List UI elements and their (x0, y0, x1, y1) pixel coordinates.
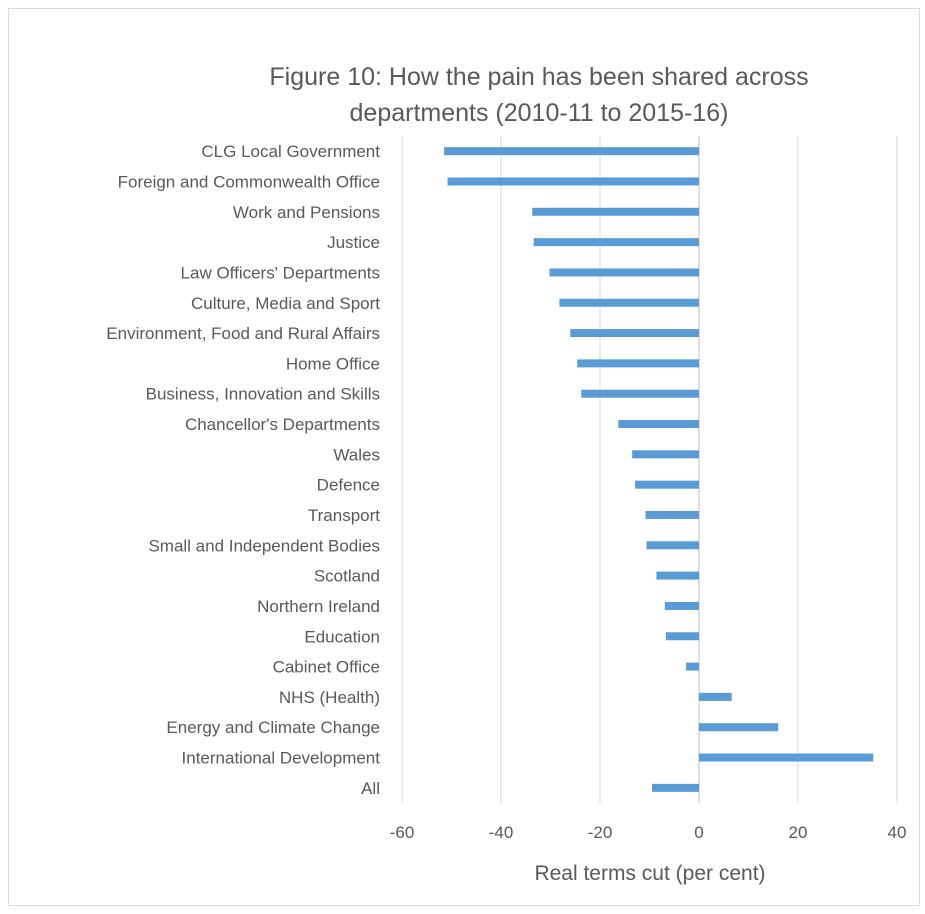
x-tick-label: 0 (694, 823, 703, 842)
category-label: Business, Innovation and Skills (146, 385, 380, 404)
bar-7 (577, 359, 699, 368)
category-label: Law Officers' Departments (181, 263, 380, 282)
category-label: NHS (Health) (279, 688, 380, 707)
category-label: Foreign and Commonwealth Office (118, 172, 380, 191)
bar-16 (665, 632, 699, 641)
category-label: Northern Ireland (257, 597, 380, 616)
category-label: Defence (317, 476, 380, 495)
category-label: Cabinet Office (273, 658, 380, 677)
bar-13 (646, 541, 699, 550)
category-label: Culture, Media and Sport (191, 294, 380, 313)
bar-5 (559, 298, 699, 307)
category-label: Chancellor's Departments (185, 415, 380, 434)
x-tick-label: 40 (888, 823, 907, 842)
x-axis-label: Real terms cut (per cent) (534, 862, 765, 885)
x-tick-labels: -60 -40 -20 0 20 40 (390, 823, 907, 842)
category-label: CLG Local Government (201, 142, 380, 161)
bar-2 (532, 207, 699, 216)
bar-4 (549, 268, 699, 277)
category-label: Environment, Food and Rural Affairs (106, 324, 380, 343)
category-label: Transport (308, 506, 380, 525)
bar-21 (651, 783, 699, 792)
x-tick-label: -40 (489, 823, 514, 842)
category-label: Education (304, 627, 380, 646)
bar-0 (444, 147, 699, 156)
bar-10 (632, 450, 699, 459)
x-tick-label: 20 (789, 823, 808, 842)
bar-20 (699, 753, 874, 762)
category-label: All (361, 779, 380, 798)
category-label: Small and Independent Bodies (148, 536, 380, 555)
bar-6 (570, 329, 699, 338)
bar-8 (581, 389, 699, 398)
category-label: Scotland (314, 567, 380, 586)
bar-12 (645, 510, 699, 519)
bar-19 (699, 723, 779, 732)
grid-lines (401, 136, 898, 803)
bars (444, 147, 874, 792)
bar-9 (618, 420, 699, 429)
bar-1 (447, 177, 699, 186)
bar-3 (533, 238, 699, 247)
bar-15 (664, 601, 699, 610)
category-label: Work and Pensions (233, 203, 380, 222)
bar-17 (686, 662, 699, 671)
category-label: Home Office (286, 354, 380, 373)
bar-14 (656, 571, 699, 580)
bar-18 (699, 692, 732, 701)
chart-title-line-1: Figure 10: How the pain has been shared … (269, 63, 808, 91)
category-label: Justice (327, 233, 380, 252)
category-label: International Development (182, 749, 381, 768)
x-tick-label: -20 (588, 823, 613, 842)
category-label: Wales (333, 445, 380, 464)
category-labels: CLG Local Government Foreign and Commonwe… (106, 142, 380, 798)
bar-11 (635, 480, 699, 489)
x-tick-label: -60 (390, 823, 415, 842)
chart-title-line-2: departments (2010-11 to 2015-16) (350, 99, 729, 127)
category-label: Energy and Climate Change (166, 718, 380, 737)
